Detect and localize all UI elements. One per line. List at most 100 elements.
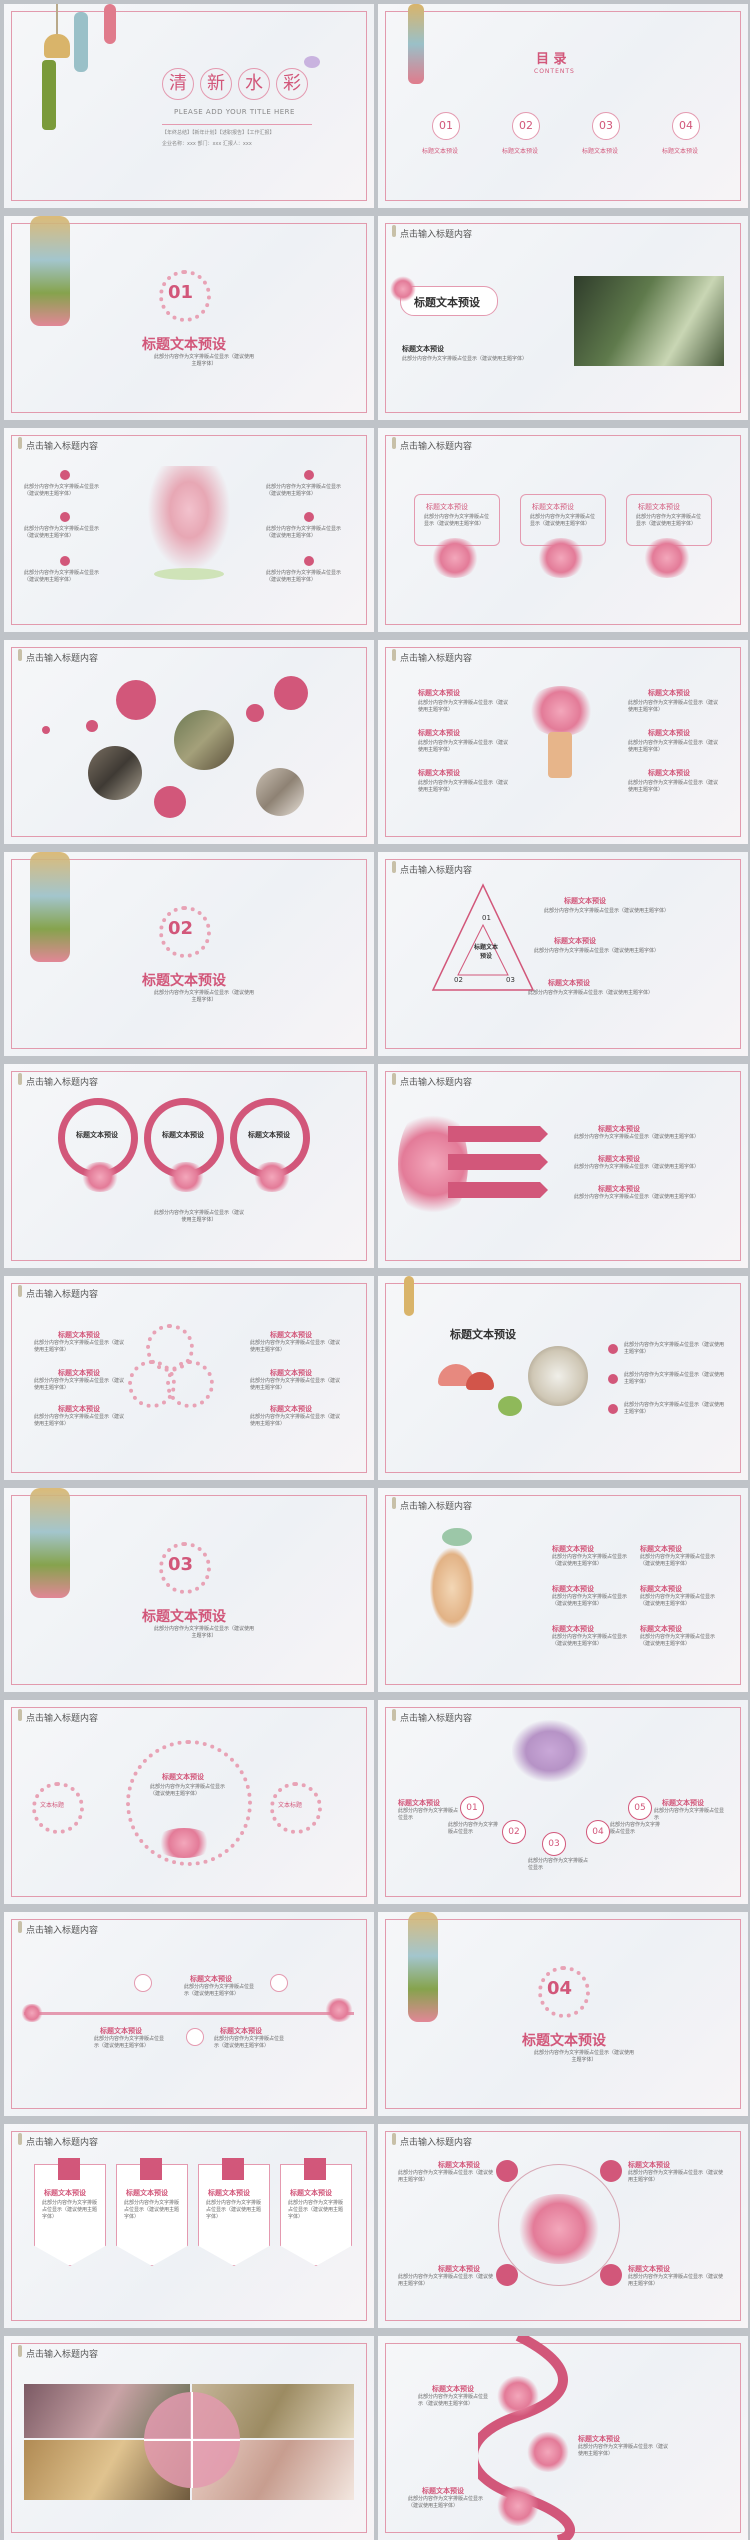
toc-label-2: 标题文本预设 — [502, 148, 539, 155]
right-body-1: 此部分内容作为文字排版占位显示（建议使用主题字体） — [628, 2170, 724, 2183]
ring-flower-2 — [166, 1162, 206, 1192]
ring-1-title: 标题文本预设 — [76, 1131, 118, 1139]
step-4: 04 — [586, 1820, 610, 1844]
grid-body-2: 此部分内容作为文字排版占位显示（建议使用主题字体） — [640, 1554, 716, 1567]
frog-illustration — [498, 1396, 522, 1416]
flower-right — [324, 1998, 354, 2022]
dot-2 — [86, 720, 98, 732]
slide-header: 点击输入标题内容 — [26, 654, 99, 664]
icon-left-2 — [60, 512, 70, 522]
slide-header: 点击输入标题内容 — [26, 1290, 99, 1300]
slide-photo-quadrants[interactable]: 点击输入标题内容 — [4, 2336, 374, 2540]
header-marker — [18, 2345, 22, 2357]
left-title-3: 标题文本预设 — [58, 1405, 100, 1413]
circle-icon-2 — [154, 786, 186, 818]
cover-meta: 企业名称：xxx 部门：xxx 汇报人：xxx — [162, 141, 252, 147]
photo-image — [574, 276, 724, 366]
slide-butterfly-steps[interactable]: 点击输入标题内容 01 02 03 04 05 标题文本预设 此部分内容作为文字… — [378, 1700, 748, 1904]
toc-num-3[interactable]: 03 — [592, 112, 620, 140]
tri-body-1: 此部分内容作为文字排版占位显示（建议使用主题字体） — [544, 908, 670, 914]
header-marker — [18, 1709, 22, 1721]
step-5-title: 标题文本预设 — [662, 1799, 704, 1807]
cover-subtitle: PLEASE ADD YOUR TITLE HERE — [174, 108, 295, 116]
right-text-2: 此部分内容作为文字排版占位显示（建议使用主题字体） — [266, 526, 342, 539]
slide-wreath-center[interactable]: 点击输入标题内容 标题文本预设 此部分内容作为文字排版占位显示（建议使用主题字体… — [4, 1700, 374, 1904]
toc-subtitle: CONTENTS — [534, 68, 575, 75]
mushroom-2 — [466, 1372, 494, 1390]
slide-section-01[interactable]: 01 标题文本预设 此部分内容作为文字排版占位显示（建议使用主题字体） — [4, 216, 374, 420]
slide-header: 点击输入标题内容 — [26, 1926, 99, 1936]
photo-bird — [528, 1346, 588, 1406]
slide-tree-list[interactable]: 点击输入标题内容 此部分内容作为文字排版占位显示（建议使用主题字体） 此部分内容… — [4, 428, 374, 632]
right-body-2: 此部分内容作为文字排版占位显示（建议使用主题字体） — [250, 1378, 341, 1391]
toc-num-2[interactable]: 02 — [512, 112, 540, 140]
step-1: 01 — [460, 1796, 484, 1820]
slide-section-03[interactable]: 03 标题文本预设 此部分内容作为文字排版占位显示（建议使用主题字体） — [4, 1488, 374, 1692]
tag-2: 【新年计划】 — [192, 130, 220, 136]
wreath-icon — [159, 270, 211, 322]
grid-title-5: 标题文本预设 — [552, 1625, 594, 1633]
slide-three-rings[interactable]: 点击输入标题内容 标题文本预设 标题文本预设 标题文本预设 此部分内容作为文字排… — [4, 1064, 374, 1268]
wreath-icon — [159, 1542, 211, 1594]
slide-triangle[interactable]: 点击输入标题内容 01 02 03 标题文本预设 标题文本预设 此部分内容作为文… — [378, 852, 748, 1056]
icon-3 — [496, 2264, 518, 2286]
slide-title: 标题文本预设 — [450, 1328, 516, 1341]
right-body-2: 此部分内容作为文字排版占位显示（建议使用主题字体） — [628, 2274, 724, 2287]
step-2-body: 此部分内容作为文字排版占位显示 — [448, 1822, 499, 1835]
slide-circles-photos[interactable]: 点击输入标题内容 — [4, 640, 374, 844]
timeline-icon-1 — [134, 1974, 152, 1992]
slide-section-02[interactable]: 02 标题文本预设 此部分内容作为文字排版占位显示（建议使用主题字体） — [4, 852, 374, 1056]
timeline-title-2: 标题文本预设 — [100, 2027, 142, 2035]
slide-toc[interactable]: 目 录 CONTENTS 01 02 03 04 标题文本预设 标题文本预设 标… — [378, 4, 748, 208]
tri-body-2: 此部分内容作为文字排版占位显示（建议使用主题字体） — [534, 948, 660, 954]
tri-title-2: 标题文本预设 — [554, 937, 596, 945]
left-title-3: 标题文本预设 — [418, 769, 460, 777]
flower-1 — [496, 2376, 540, 2416]
toc-num-4[interactable]: 04 — [672, 112, 700, 140]
grid-body-1: 此部分内容作为文字排版占位显示（建议使用主题字体） — [552, 1554, 628, 1567]
arrow-body-3: 此部分内容作为文字排版占位显示（建议使用主题字体） — [574, 1194, 700, 1200]
right-title-2: 标题文本预设 — [648, 729, 690, 737]
slide-circle-icons[interactable]: 点击输入标题内容 标题文本预设 此部分内容作为文字排版占位显示（建议使用主题字体… — [378, 2124, 748, 2328]
slide-mushroom[interactable]: 标题文本预设 此部分内容作为文字排版占位显示（建议使用主题字体） 此部分内容作为… — [378, 1276, 748, 1480]
flower-2 — [526, 2432, 570, 2472]
timeline-icon-3 — [186, 2028, 204, 2046]
right-title-2: 标题文本预设 — [628, 2265, 670, 2273]
butterfly-illustration — [512, 1720, 588, 1782]
slide-section-04[interactable]: 04 标题文本预设 此部分内容作为文字排版占位显示（建议使用主题字体） — [378, 1912, 748, 2116]
left-text-3: 此部分内容作为文字排版占位显示（建议使用主题字体） — [24, 570, 100, 583]
slide-four-badges[interactable]: 点击输入标题内容 标题文本预设 此部分内容作为文字排版占位显示（建议使用主题字体… — [4, 2124, 374, 2328]
timeline-body-1: 此部分内容作为文字排版占位显示（建议使用主题字体） — [184, 1984, 255, 1997]
section-number: 04 — [547, 1978, 573, 1999]
slide-timeline[interactable]: 点击输入标题内容 标题文本预设 此部分内容作为文字排版占位显示（建议使用主题字体… — [4, 1912, 374, 2116]
left-title-2: 标题文本预设 — [438, 2265, 480, 2273]
right-title-2: 标题文本预设 — [270, 1369, 312, 1377]
timeline-icon-2 — [270, 1974, 288, 1992]
right-title-3: 标题文本预设 — [270, 1405, 312, 1413]
grid-title-4: 标题文本预设 — [640, 1585, 682, 1593]
toc-num-1[interactable]: 01 — [432, 112, 460, 140]
left-body-2: 此部分内容作为文字排版占位显示（建议使用主题字体） — [418, 740, 509, 753]
fish-chime-icon — [104, 4, 116, 44]
slide-wave-path[interactable]: 标题文本预设 此部分内容作为文字排版占位显示（建议使用主题字体） 标题文本预设 … — [378, 2336, 748, 2540]
left-title-1: 标题文本预设 — [438, 2161, 480, 2169]
slide-wreaths[interactable]: 点击输入标题内容 标题文本预设 此部分内容作为文字排版占位显示（建议使用主题字体… — [4, 1276, 374, 1480]
slide-vase-list[interactable]: 点击输入标题内容 标题文本预设 此部分内容作为文字排版占位显示（建议使用主题字体… — [378, 640, 748, 844]
arrow-title-3: 标题文本预设 — [598, 1185, 640, 1193]
slide-three-columns[interactable]: 点击输入标题内容 标题文本预设 此部分内容作为文字排版占位显示（建议使用主题字体… — [378, 428, 748, 632]
slide-cover[interactable]: 清 新 水 彩 PLEASE ADD YOUR TITLE HERE 【年终总结… — [4, 4, 374, 208]
badge-4-body: 此部分内容作为文字排版占位显示（建议使用主题字体） — [288, 2200, 344, 2220]
section-body: 此部分内容作为文字排版占位显示（建议使用主题字体） — [154, 354, 255, 367]
slide-arrows[interactable]: 点击输入标题内容 标题文本预设 此部分内容作为文字排版占位显示（建议使用主题字体… — [378, 1064, 748, 1268]
left-body-1: 此部分内容作为文字排版占位显示（建议使用主题字体） — [398, 2170, 494, 2183]
slide-header: 点击输入标题内容 — [26, 2350, 99, 2360]
photo-grass — [256, 768, 304, 816]
bell-cluster-icon — [30, 852, 70, 962]
badge-2-icon — [140, 2158, 162, 2180]
slide-title-photo[interactable]: 点击输入标题内容 标题文本预设 标题文本预设 此部分内容作为文字排版占位显示（建… — [378, 216, 748, 420]
flower-icon — [390, 276, 416, 302]
circle-divider-h — [144, 2439, 240, 2441]
slide-cat[interactable]: 点击输入标题内容 标题文本预设 此部分内容作为文字排版占位显示（建议使用主题字体… — [378, 1488, 748, 1692]
timeline-body-3: 此部分内容作为文字排版占位显示（建议使用主题字体） — [214, 2036, 285, 2049]
header-marker — [392, 649, 396, 661]
